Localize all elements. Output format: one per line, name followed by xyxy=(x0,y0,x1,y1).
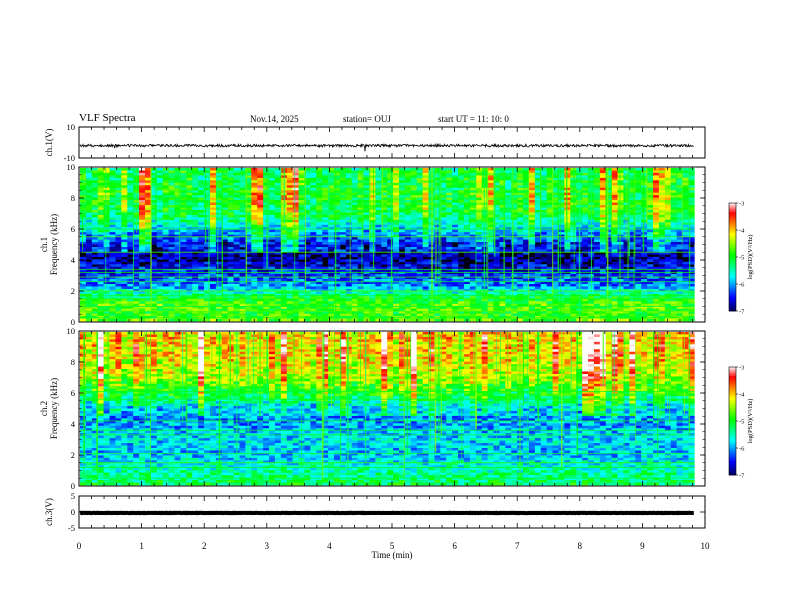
start-time-label: start UT = 11: 10: 0 xyxy=(438,114,509,124)
colorbar-tick-label: -7 xyxy=(739,309,745,316)
colorbar-tick-label: -5 xyxy=(739,419,744,426)
colorbar-label: log(PSD)(V²/Hz) xyxy=(747,235,754,280)
ch2-colorbar: -3 -4 -5 -6 -7 log(PSD)(V²/Hz) xyxy=(728,365,754,480)
y-axis-label: ch.2 xyxy=(39,401,49,416)
y-tick-label: 8 xyxy=(71,357,75,367)
colorbar-tick-label: -4 xyxy=(739,228,745,235)
y-axis-label: ch.1(V) xyxy=(44,129,54,157)
figure-title: VLF Spectra xyxy=(79,112,136,124)
colorbar-tick-label: -6 xyxy=(739,446,745,453)
y-tick-label: 0 xyxy=(71,481,75,491)
colorbar-tick-label: -6 xyxy=(739,282,745,289)
colorbar-label: log(PSD)(V²/Hz) xyxy=(747,399,754,444)
date-label: Nov.14, 2025 xyxy=(250,114,299,124)
y-axis-label: ch.1 xyxy=(39,237,49,252)
y-tick-label: -5 xyxy=(68,523,75,533)
ch1-spectrogram-panel: 0 2 4 6 8 10 ch.1 Frequency (kHz) xyxy=(39,162,706,327)
x-tick-label: 1 xyxy=(139,541,144,551)
x-tick-label: 8 xyxy=(578,541,583,551)
x-tick-label: 6 xyxy=(452,541,457,551)
ch2-spectrogram-panel: 0 2 4 6 8 10 ch.2 Frequency (kHz) xyxy=(39,326,706,491)
ch2-spectrogram-image xyxy=(80,332,695,486)
x-tick-label: 4 xyxy=(327,541,332,551)
time-axis: 0 1 2 3 4 5 6 7 8 9 10 Time (min) xyxy=(77,541,710,560)
colorbar-tick-label: -4 xyxy=(739,392,745,399)
ch3-waveform-panel: 5 0 -5 ch.3(V) xyxy=(44,491,706,533)
y-tick-label: 6 xyxy=(71,224,75,234)
colorbar-tick-label: -5 xyxy=(739,255,744,262)
y-tick-label: 4 xyxy=(71,255,76,265)
y-tick-label: 6 xyxy=(71,388,75,398)
x-tick-label: 3 xyxy=(265,541,270,551)
colorbar-tick-label: -3 xyxy=(739,201,744,208)
x-tick-label: 9 xyxy=(640,541,645,551)
station-label: station= OUJ xyxy=(343,114,391,124)
colorbar-tick-label: -7 xyxy=(739,473,745,480)
y-tick-label: 4 xyxy=(71,419,76,429)
x-tick-label: 10 xyxy=(701,541,711,551)
ch1-waveform-trace xyxy=(79,142,695,152)
y-tick-label: 0 xyxy=(71,507,75,517)
ch1-colorbar: -3 -4 -5 -6 -7 log(PSD)(V²/Hz) xyxy=(728,201,754,316)
ch1-spectrogram-image xyxy=(80,168,695,322)
ch1-waveform-panel: 10 -10 ch.1(V) xyxy=(44,122,706,163)
colorbar-tick-label: -3 xyxy=(739,365,744,372)
x-tick-label: 0 xyxy=(77,541,82,551)
y-tick-label: 5 xyxy=(71,491,75,501)
y-tick-label: 10 xyxy=(67,162,76,172)
y-axis-label: ch.3(V) xyxy=(44,498,54,526)
x-tick-label: 5 xyxy=(390,541,395,551)
y-tick-label: 0 xyxy=(71,317,75,327)
x-axis-label: Time (min) xyxy=(372,550,413,560)
y-axis-label: Frequency (kHz) xyxy=(49,214,59,275)
x-tick-label: 7 xyxy=(515,541,520,551)
x-tick-label: 2 xyxy=(202,541,207,551)
y-axis-label: Frequency (kHz) xyxy=(49,378,59,439)
y-tick-label: -10 xyxy=(64,153,75,163)
y-tick-label: 2 xyxy=(71,450,75,460)
y-tick-label: 8 xyxy=(71,193,75,203)
y-tick-label: 10 xyxy=(67,326,76,336)
y-tick-label: 10 xyxy=(67,122,76,132)
y-tick-label: 2 xyxy=(71,286,75,296)
